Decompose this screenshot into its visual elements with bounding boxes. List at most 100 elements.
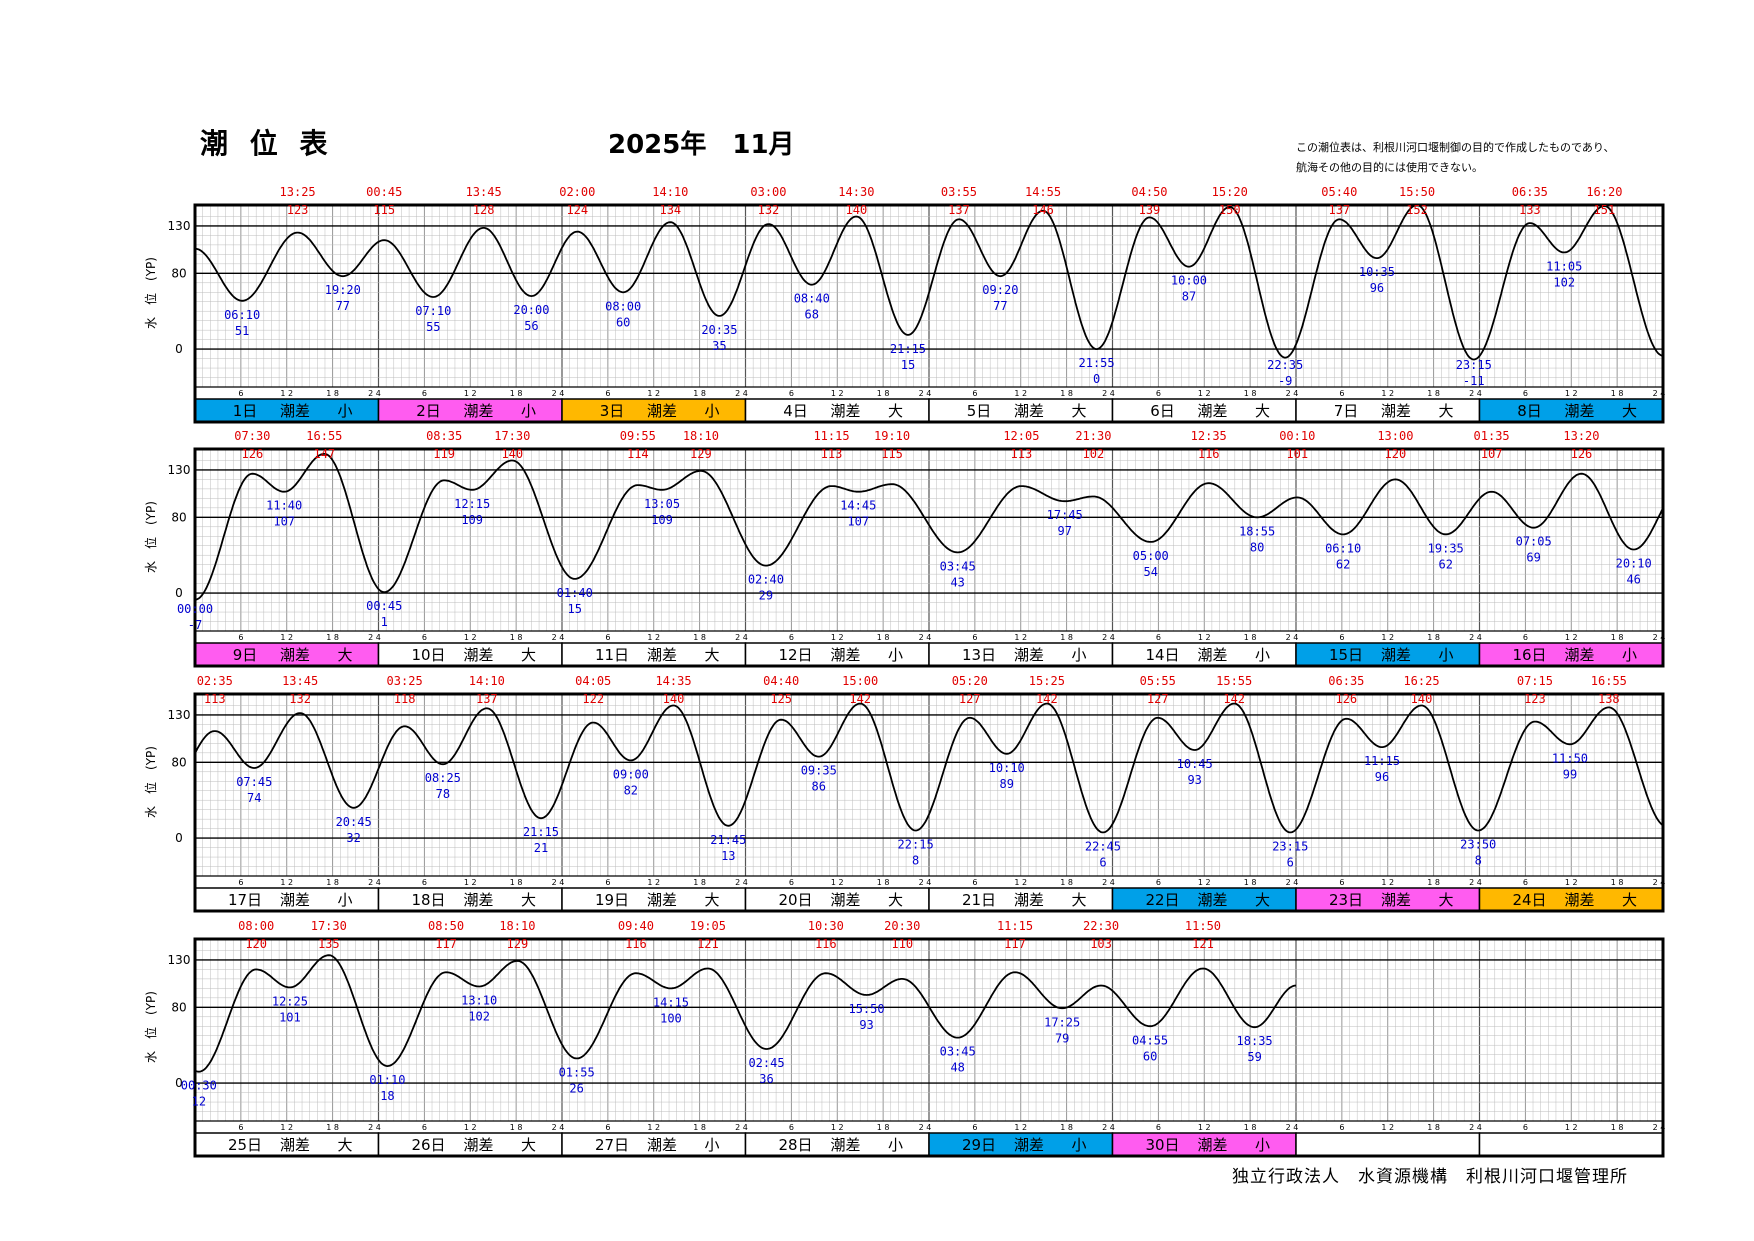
high-tide-level: 126 <box>242 447 264 461</box>
high-tide-level: 138 <box>1598 692 1620 706</box>
high-tide-time: 13:45 <box>466 185 502 199</box>
hour-tick-label: 1 2 <box>1198 878 1211 887</box>
tide-curve <box>194 702 1664 834</box>
hour-tick-label: 6 <box>972 1123 977 1132</box>
low-tide-time: 03:45 <box>940 559 976 573</box>
low-tide-level: 13 <box>721 849 735 863</box>
high-tide-time: 06:35 <box>1328 674 1364 688</box>
high-tide-time: 00:45 <box>366 185 402 199</box>
y-tick-label: 130 <box>168 953 191 967</box>
hour-tick-label: 2 4 <box>1102 633 1115 642</box>
high-tide-time: 16:25 <box>1403 674 1439 688</box>
high-tide-time: 07:15 <box>1517 674 1553 688</box>
low-tide-time: 10:00 <box>1171 274 1207 288</box>
hour-tick-label: 6 <box>605 878 610 887</box>
usage-note-line2: 航海その他の目的には使用できない。 <box>1296 161 1483 174</box>
hour-tick-label: 6 <box>605 633 610 642</box>
low-tide-level: 60 <box>616 315 630 329</box>
tide-size-label: 大 <box>337 1136 352 1154</box>
tide-range-label: 潮差 <box>463 1136 493 1154</box>
day-label: 17日 <box>228 891 262 909</box>
low-tide-time: 21:15 <box>890 342 926 356</box>
high-tide-time: 04:40 <box>763 674 799 688</box>
hour-tick-label: 1 8 <box>877 389 890 398</box>
day-label: 16日 <box>1512 646 1546 664</box>
low-tide-level: 8 <box>1475 854 1482 868</box>
tide-size-label: 大 <box>704 646 719 664</box>
hour-tick-label: 1 8 <box>510 389 523 398</box>
hour-tick-label: 2 4 <box>919 633 932 642</box>
hour-tick-label: 6 <box>1523 389 1528 398</box>
low-tide-time: 01:55 <box>559 1065 595 1079</box>
low-tide-time: 22:15 <box>898 838 934 852</box>
low-tide-time: 10:35 <box>1359 265 1395 279</box>
low-tide-time: 21:55 <box>1079 356 1115 370</box>
low-tide-time: 21:45 <box>710 833 746 847</box>
day-label: 6日 <box>1150 402 1175 420</box>
tide-size-label: 大 <box>521 1136 536 1154</box>
low-tide-time: 00:00 <box>177 602 213 616</box>
low-tide-level: 6 <box>1099 855 1106 869</box>
hour-tick-label: 6 <box>1156 389 1161 398</box>
low-tide-level: 77 <box>336 299 350 313</box>
low-tide-time: 14:15 <box>653 995 689 1009</box>
high-tide-level: 137 <box>948 203 970 217</box>
tide-size-label: 大 <box>888 891 903 909</box>
hour-tick-label: 2 4 <box>1653 878 1666 887</box>
high-tide-level: 139 <box>1139 203 1161 217</box>
hour-tick-label: 1 8 <box>1427 1123 1440 1132</box>
hour-tick-label: 1 2 <box>464 633 477 642</box>
high-tide-level: 152 <box>1406 203 1428 217</box>
low-tide-level: 51 <box>235 324 249 338</box>
low-tide-level: -11 <box>1463 374 1485 388</box>
high-tide-level: 126 <box>1335 692 1357 706</box>
high-tide-time: 15:00 <box>842 674 878 688</box>
high-tide-level: 103 <box>1090 937 1112 951</box>
hour-tick-label: 2 4 <box>368 1123 381 1132</box>
high-tide-time: 13:45 <box>282 674 318 688</box>
low-tide-time: 04:55 <box>1132 1033 1168 1047</box>
day-label: 24日 <box>1512 891 1546 909</box>
hour-tick-label: 6 <box>422 389 427 398</box>
high-tide-level: 147 <box>313 447 335 461</box>
y-tick-label: 0 <box>175 1076 183 1090</box>
low-tide-time: 22:45 <box>1085 839 1121 853</box>
hour-tick-label: 1 2 <box>647 878 660 887</box>
y-axis-title: 水 位 (YP) <box>143 991 158 1063</box>
hour-tick-label: 2 4 <box>368 878 381 887</box>
tide-range-label: 潮差 <box>830 646 860 664</box>
tide-size-label: 大 <box>337 646 352 664</box>
hour-tick-label: 6 <box>1156 633 1161 642</box>
high-tide-time: 05:40 <box>1321 185 1357 199</box>
low-tide-level: 12 <box>192 1095 206 1109</box>
low-tide-level: 35 <box>712 339 726 353</box>
tide-curve <box>194 204 1664 361</box>
high-tide-level: 117 <box>1004 937 1026 951</box>
tide-size-label: 大 <box>521 891 536 909</box>
hour-tick-label: 2 4 <box>1469 1123 1482 1132</box>
day-label: 7日 <box>1334 402 1359 420</box>
high-tide-level: 134 <box>659 203 681 217</box>
low-tide-time: 12:15 <box>454 497 490 511</box>
hour-tick-label: 1 8 <box>326 878 339 887</box>
low-tide-time: 19:20 <box>325 283 361 297</box>
low-tide-time: 20:00 <box>513 303 549 317</box>
hour-tick-label: 2 4 <box>552 633 565 642</box>
tide-range-label: 潮差 <box>647 646 677 664</box>
tide-size-label: 小 <box>1255 646 1270 664</box>
hour-tick-label: 2 4 <box>1286 633 1299 642</box>
hour-tick-label: 2 4 <box>735 1123 748 1132</box>
high-tide-level: 107 <box>1481 447 1503 461</box>
hour-tick-label: 1 2 <box>1565 633 1578 642</box>
high-tide-time: 11:15 <box>813 429 849 443</box>
hour-tick-label: 1 2 <box>280 389 293 398</box>
high-tide-level: 129 <box>507 937 529 951</box>
low-tide-time: 08:40 <box>794 292 830 306</box>
hour-tick-label: 1 8 <box>877 633 890 642</box>
tide-range-label: 潮差 <box>1564 402 1594 420</box>
tide-size-label: 小 <box>888 1136 903 1154</box>
day-label: 30日 <box>1145 1136 1179 1154</box>
low-tide-time: 02:40 <box>748 573 784 587</box>
hour-tick-label: 2 4 <box>1653 633 1666 642</box>
high-tide-level: 123 <box>287 203 309 217</box>
